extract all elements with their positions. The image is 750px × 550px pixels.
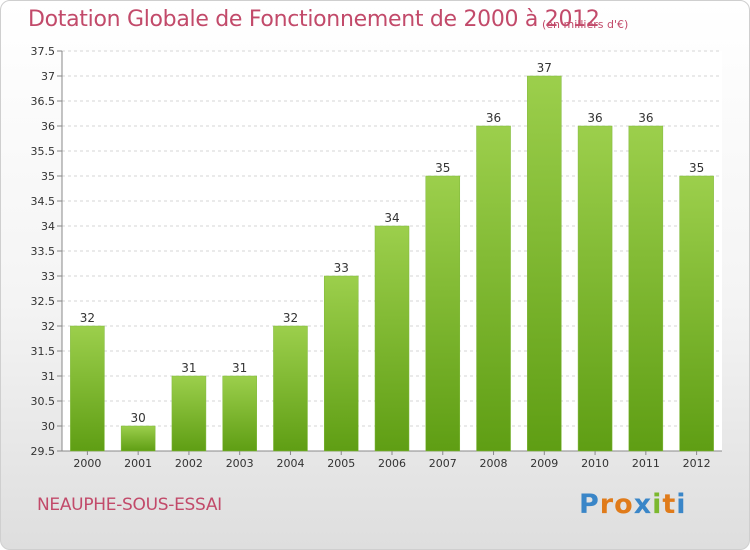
- logo-letter: t: [662, 489, 677, 520]
- logo-letter: i: [652, 489, 663, 520]
- bar-2011: [628, 125, 664, 452]
- data-label-2005: 33: [334, 261, 349, 275]
- x-tick-label-2005: 2005: [327, 457, 355, 470]
- bar-2004: [273, 325, 308, 452]
- data-label-2004: 32: [283, 311, 298, 325]
- logo-letter: i: [676, 489, 687, 520]
- bar-2012: [679, 175, 714, 452]
- y-tick-label: 35: [41, 170, 55, 183]
- y-tick-label: 31.5: [31, 345, 56, 358]
- data-label-2012: 35: [689, 161, 704, 175]
- y-tick-label: 32.5: [31, 295, 56, 308]
- data-label-2007: 35: [435, 161, 450, 175]
- y-tick-label: 35.5: [31, 145, 56, 158]
- x-tick-label-2007: 2007: [429, 457, 457, 470]
- y-tick-label: 36: [41, 120, 55, 133]
- y-tick-label: 33.5: [31, 245, 56, 258]
- proxiti-logo: Proxiti: [579, 489, 687, 520]
- x-tick-label-2003: 2003: [226, 457, 254, 470]
- y-tick-label: 30: [41, 420, 55, 433]
- bar-2005: [323, 275, 359, 452]
- data-label-2010: 36: [587, 111, 602, 125]
- bar-2008: [476, 125, 511, 452]
- bar-2006: [374, 225, 410, 452]
- x-tick-label-2010: 2010: [581, 457, 609, 470]
- y-tick-label: 37.5: [31, 45, 56, 58]
- bar-2000: [70, 325, 105, 452]
- data-label-2002: 31: [181, 361, 196, 375]
- data-label-2008: 36: [486, 111, 501, 125]
- data-label-2006: 34: [384, 211, 399, 225]
- chart-subtitle: (en milliers d'€): [542, 18, 629, 31]
- x-tick-label-2002: 2002: [175, 457, 203, 470]
- bar-2009: [527, 75, 562, 452]
- bar-2007: [425, 175, 461, 452]
- y-tick-label: 34: [41, 220, 55, 233]
- x-tick-label-2008: 2008: [480, 457, 508, 470]
- logo-letter: r: [599, 489, 615, 520]
- bar-2003: [222, 375, 257, 452]
- x-tick-label-2009: 2009: [530, 457, 558, 470]
- commune-name: NEAUPHE-SOUS-ESSAI: [37, 495, 222, 515]
- data-label-2011: 36: [638, 111, 653, 125]
- y-tick-label: 31: [41, 370, 55, 383]
- y-tick-label: 30.5: [31, 395, 56, 408]
- y-tick-label: 36.5: [31, 95, 56, 108]
- x-tick-label-2011: 2011: [632, 457, 660, 470]
- bar-2010: [577, 125, 613, 452]
- x-tick-label-2012: 2012: [683, 457, 711, 470]
- bar-2001: [120, 425, 156, 452]
- data-label-2003: 31: [232, 361, 247, 375]
- y-tick-label: 29.5: [31, 445, 56, 458]
- y-tick-label: 33: [41, 270, 55, 283]
- x-tick-label-2000: 2000: [73, 457, 101, 470]
- logo-letter: o: [614, 489, 634, 520]
- y-tick-label: 37: [41, 70, 55, 83]
- logo-letter: P: [579, 489, 600, 520]
- x-tick-label-2004: 2004: [276, 457, 304, 470]
- data-label-2001: 30: [131, 411, 146, 425]
- chart-title: Dotation Globale de Fonctionnement de 20…: [28, 7, 600, 32]
- data-label-2009: 37: [537, 61, 552, 75]
- data-label-2000: 32: [80, 311, 95, 325]
- y-tick-label: 34.5: [31, 195, 56, 208]
- x-tick-label-2001: 2001: [124, 457, 152, 470]
- x-tick-label-2006: 2006: [378, 457, 406, 470]
- bar-2002: [171, 375, 207, 452]
- y-tick-label: 32: [41, 320, 55, 333]
- logo-letter: x: [633, 489, 653, 520]
